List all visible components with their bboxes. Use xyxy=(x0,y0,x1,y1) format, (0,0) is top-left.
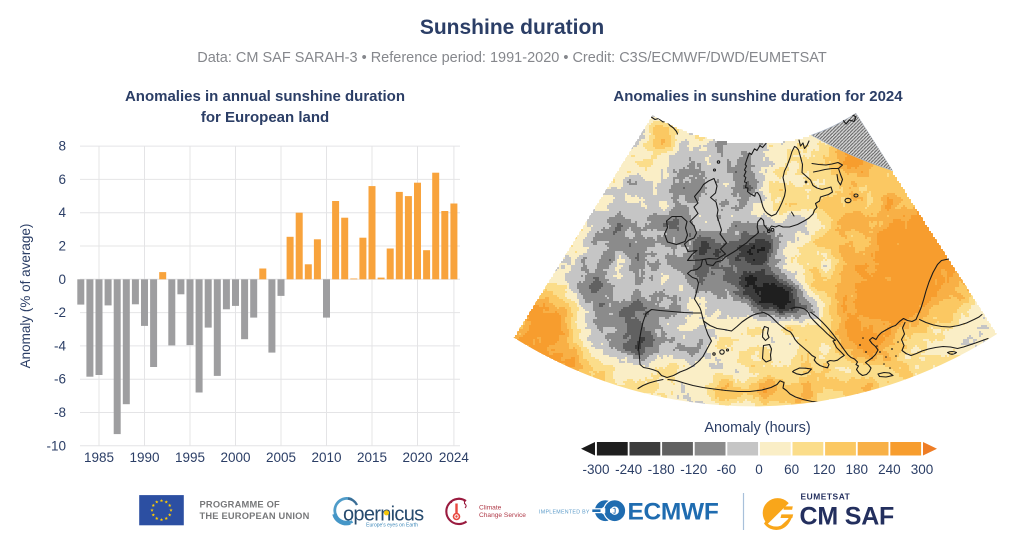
svg-text:8: 8 xyxy=(58,139,66,154)
svg-text:180: 180 xyxy=(846,462,869,477)
svg-text:Anomaly (hours): Anomaly (hours) xyxy=(704,420,810,436)
svg-text:-120: -120 xyxy=(680,462,707,477)
svg-text:Europe's eyes on Earth: Europe's eyes on Earth xyxy=(366,523,418,529)
svg-text:for European land: for European land xyxy=(201,109,329,126)
svg-text:Anomalies in annual sunshine d: Anomalies in annual sunshine duration xyxy=(125,88,405,105)
svg-text:PROGRAMME OF: PROGRAMME OF xyxy=(200,500,281,510)
svg-text:Anomaly (% of average): Anomaly (% of average) xyxy=(18,224,33,369)
svg-text:-300: -300 xyxy=(582,462,609,477)
svg-text:-180: -180 xyxy=(648,462,675,477)
svg-text:4: 4 xyxy=(58,205,66,220)
svg-text:-240: -240 xyxy=(615,462,642,477)
svg-text:2005: 2005 xyxy=(266,450,296,465)
svg-text:-4: -4 xyxy=(54,338,66,353)
svg-text:-2: -2 xyxy=(54,305,66,320)
svg-text:Data: CM SAF SARAH-3 • Referen: Data: CM SAF SARAH-3 • Reference period:… xyxy=(197,50,827,66)
svg-text:2000: 2000 xyxy=(220,450,250,465)
svg-text:2024: 2024 xyxy=(439,450,470,465)
svg-text:0: 0 xyxy=(755,462,763,477)
svg-text:1985: 1985 xyxy=(84,450,114,465)
svg-text:2020: 2020 xyxy=(402,450,432,465)
svg-text:2015: 2015 xyxy=(357,450,387,465)
svg-text:120: 120 xyxy=(813,462,836,477)
svg-text:1995: 1995 xyxy=(175,450,205,465)
svg-text:IMPLEMENTED BY: IMPLEMENTED BY xyxy=(539,510,590,516)
svg-text:-6: -6 xyxy=(54,372,66,387)
svg-text:Climate: Climate xyxy=(479,505,502,512)
svg-text:Sunshine duration: Sunshine duration xyxy=(420,16,604,39)
svg-text:-8: -8 xyxy=(54,405,66,420)
svg-text:240: 240 xyxy=(878,462,901,477)
svg-text:300: 300 xyxy=(911,462,934,477)
svg-text:Change Service: Change Service xyxy=(479,512,526,519)
svg-text:-60: -60 xyxy=(717,462,737,477)
svg-text:2: 2 xyxy=(58,239,66,254)
svg-text:-10: -10 xyxy=(46,438,66,453)
svg-text:1990: 1990 xyxy=(129,450,159,465)
svg-text:THE EUROPEAN UNION: THE EUROPEAN UNION xyxy=(200,511,310,521)
svg-text:opernicus: opernicus xyxy=(343,504,424,526)
svg-text:0: 0 xyxy=(58,272,66,287)
svg-text:Anomalies in sunshine duration: Anomalies in sunshine duration for 2024 xyxy=(613,88,903,105)
svg-text:CM SAF: CM SAF xyxy=(800,503,895,531)
svg-text:EUMETSAT: EUMETSAT xyxy=(801,492,851,502)
svg-text:2010: 2010 xyxy=(311,450,341,465)
svg-text:6: 6 xyxy=(58,172,66,187)
svg-text:ECMWF: ECMWF xyxy=(628,498,719,525)
svg-text:60: 60 xyxy=(784,462,799,477)
